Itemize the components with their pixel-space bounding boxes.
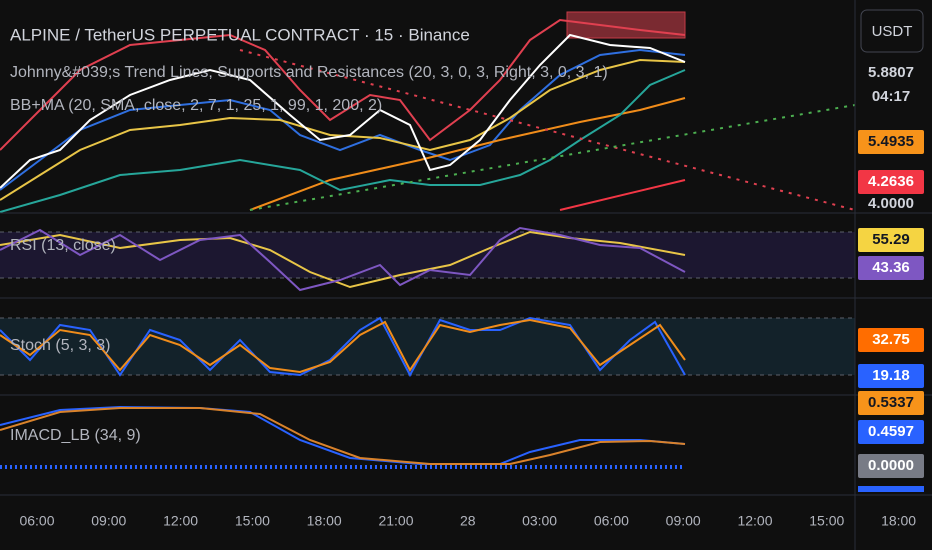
time-axis: 06:00 09:00 12:00 15:00 18:00 21:00 28 03:00 06:…	[19, 513, 916, 529]
time-label: 12:00	[737, 513, 772, 529]
trend-line-up	[249, 104, 856, 211]
price-badge	[858, 256, 924, 280]
time-label: 15:00	[809, 513, 844, 529]
time-label: 09:00	[666, 513, 701, 529]
price-label: 4.2636	[868, 173, 914, 190]
rsi-line	[0, 226, 686, 292]
stoch-d	[0, 318, 686, 374]
ma-slow	[249, 97, 686, 211]
price-label: 5.8807	[868, 64, 914, 81]
price-badge	[858, 228, 924, 252]
price-badge	[858, 328, 924, 352]
time-label: 18:00	[307, 513, 342, 529]
indicator-label: BB+MA (20, SMA, close, 2, 7, 1, 25, 1, 9…	[10, 97, 382, 114]
ma-fast	[0, 58, 686, 201]
price-badge	[858, 364, 924, 388]
support-line	[559, 179, 686, 211]
rsi-ma	[0, 230, 686, 289]
time-label: 21:00	[378, 513, 413, 529]
trend-line-down	[239, 49, 856, 211]
price-badge	[858, 170, 924, 194]
price-badge	[858, 420, 924, 444]
time-label: 28	[460, 513, 476, 529]
currency-button-label[interactable]: USDT	[872, 23, 913, 40]
time-label: 03:00	[522, 513, 557, 529]
time-label: 12:00	[163, 513, 198, 529]
currency-button[interactable]	[860, 9, 924, 53]
indicator-label: Johnny&#039;s Trend Lines, Supports and …	[10, 64, 608, 81]
price-label: 0.0000	[868, 457, 914, 474]
price-label: 5.4935	[868, 133, 914, 150]
price-label: 55.29	[872, 231, 910, 248]
price-axis-marker	[858, 486, 924, 492]
bb-upper	[0, 18, 686, 151]
price-label: 4.0000	[868, 195, 914, 212]
time-label: 18:00	[881, 513, 916, 529]
signal-line	[0, 407, 686, 465]
price-badge	[858, 454, 924, 478]
panes: 5.8807 04:17 5.4935 4.2636 4.0000 RSI (13, cl…	[10, 64, 924, 492]
price-label: 0.5337	[868, 394, 914, 411]
pane-label: Stoch (5, 3, 3)	[10, 337, 111, 354]
time-label: 06:00	[594, 513, 629, 529]
bb-basis	[0, 48, 686, 191]
pane-label: IMACD_LB (34, 9)	[10, 427, 141, 444]
stoch-band	[0, 318, 855, 375]
price-line	[0, 33, 686, 189]
time-label: 06:00	[19, 513, 54, 529]
stoch-k	[0, 316, 686, 378]
symbol-title: ALPINE / TetherUS PERPETUAL CONTRACT · 1…	[10, 25, 470, 44]
price-label: 0.4597	[868, 423, 914, 440]
pane-label: RSI (13, close)	[10, 237, 116, 254]
price-badge	[858, 130, 924, 154]
price-badge	[858, 391, 924, 415]
price-label: 19.18	[872, 367, 910, 384]
time-label: 15:00	[235, 513, 270, 529]
price-drawing	[0, 11, 856, 213]
price-label: 32.75	[872, 331, 910, 348]
price-label: 43.36	[872, 259, 910, 276]
price-label: 04:17	[872, 88, 910, 105]
time-label: 09:00	[91, 513, 126, 529]
resistance-zone	[566, 11, 686, 39]
